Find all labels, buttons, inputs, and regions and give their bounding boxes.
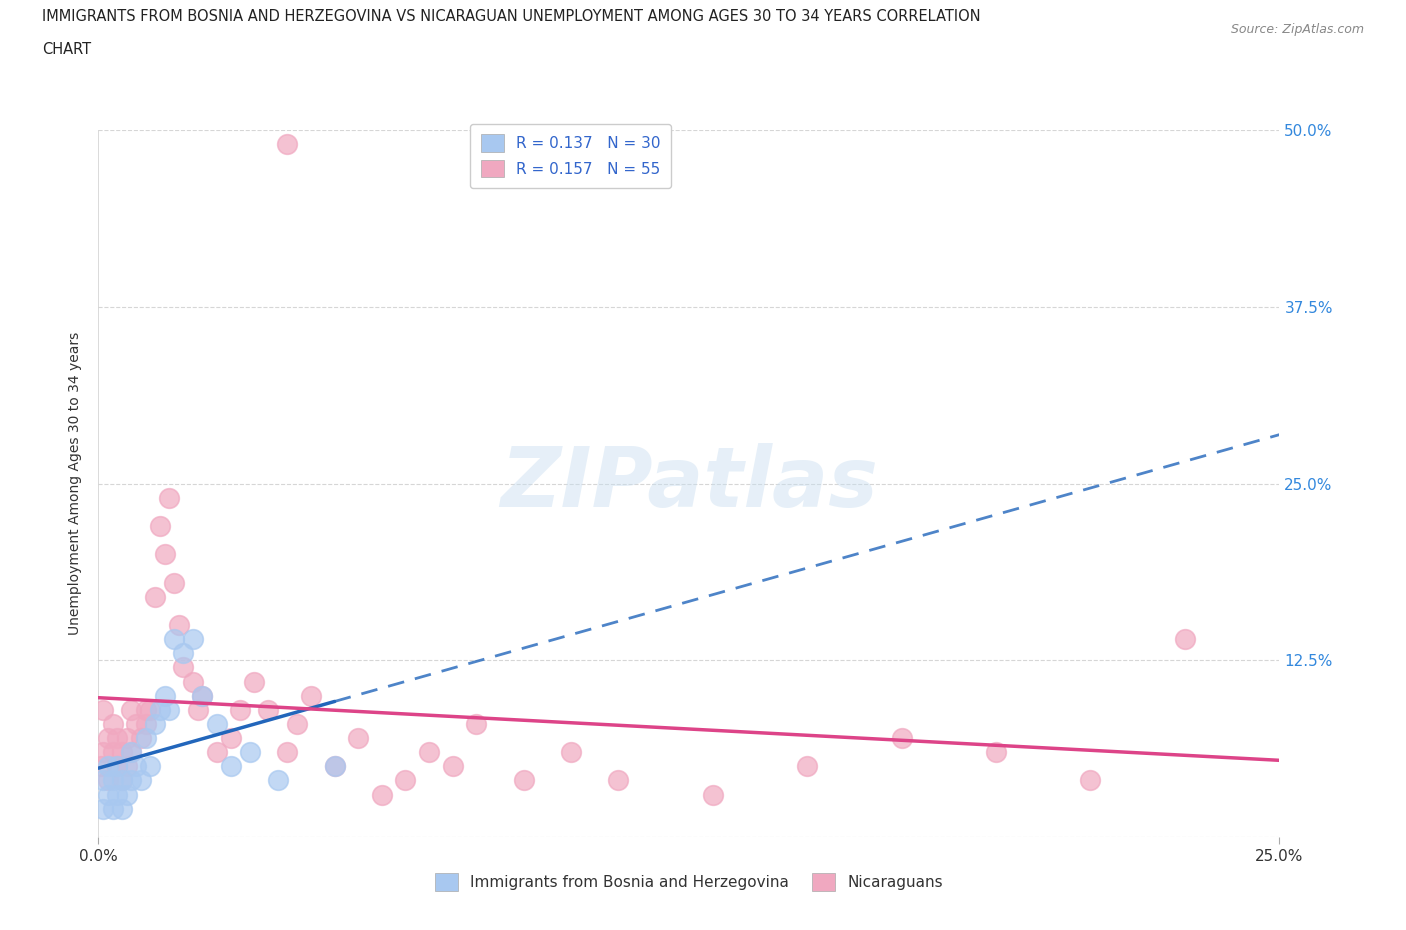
Point (143, 590, 166, 604)
Point (105, 731, 128, 746)
Text: Source: ZipAtlas.com: Source: ZipAtlas.com (1230, 23, 1364, 36)
Point (105, 759, 128, 774)
Point (97, 773, 120, 788)
Point (125, 716, 148, 731)
Point (191, 688, 214, 703)
Point (172, 660, 194, 675)
Point (181, 631, 204, 646)
Point (149, 519, 172, 534)
Point (219, 731, 242, 746)
Point (135, 716, 157, 731)
Point (890, 731, 912, 746)
Point (191, 688, 214, 703)
Point (101, 716, 124, 731)
Point (167, 618, 190, 632)
Point (394, 773, 416, 788)
Point (267, 773, 290, 788)
Y-axis label: Unemployment Among Ages 30 to 34 years: Unemployment Among Ages 30 to 34 years (69, 332, 83, 635)
Point (323, 759, 346, 774)
Point (139, 759, 162, 774)
Point (135, 731, 157, 746)
Point (111, 773, 134, 788)
Point (111, 745, 134, 760)
Point (153, 688, 176, 703)
Point (129, 731, 152, 746)
Point (91, 702, 114, 717)
Point (607, 773, 630, 788)
Point (465, 716, 488, 731)
Point (239, 745, 262, 760)
Point (163, 631, 186, 646)
Point (143, 716, 166, 731)
Point (229, 702, 252, 717)
Text: IMMIGRANTS FROM BOSNIA AND HERZEGOVINA VS NICARAGUAN UNEMPLOYMENT AMONG AGES 30 : IMMIGRANTS FROM BOSNIA AND HERZEGOVINA V… (42, 9, 981, 24)
Point (702, 787, 724, 802)
Point (187, 702, 209, 717)
Point (371, 787, 394, 802)
Point (560, 745, 582, 760)
Point (135, 702, 157, 717)
Point (512, 773, 534, 788)
Point (323, 759, 346, 774)
Point (121, 702, 143, 717)
Point (101, 802, 124, 817)
Point (219, 759, 242, 774)
Point (111, 773, 134, 788)
Point (129, 773, 152, 788)
Point (1080, 773, 1102, 788)
Point (90, 759, 112, 774)
Point (257, 702, 280, 717)
Point (149, 702, 172, 717)
Point (105, 759, 128, 774)
Point (205, 745, 228, 760)
Point (163, 575, 186, 590)
Point (91, 773, 114, 788)
Point (157, 490, 180, 505)
Point (115, 759, 138, 774)
Point (276, 137, 298, 152)
Point (181, 674, 204, 689)
Point (115, 731, 138, 746)
Point (97, 731, 120, 746)
Point (285, 716, 308, 731)
Point (97, 787, 120, 802)
Point (347, 731, 370, 746)
Point (121, 745, 143, 760)
Point (157, 702, 180, 717)
Point (796, 759, 818, 774)
Point (125, 759, 148, 774)
Point (276, 745, 298, 760)
Point (97, 759, 120, 774)
Point (111, 802, 134, 817)
Point (1174, 631, 1197, 646)
Point (153, 547, 176, 562)
Point (441, 759, 464, 774)
Point (91, 745, 114, 760)
Point (101, 745, 124, 760)
Point (115, 787, 138, 802)
Point (299, 688, 322, 703)
Point (205, 716, 228, 731)
Point (105, 787, 128, 802)
Point (139, 702, 162, 717)
Point (121, 773, 143, 788)
Point (418, 745, 440, 760)
Legend: Immigrants from Bosnia and Herzegovina, Nicaraguans: Immigrants from Bosnia and Herzegovina, … (426, 864, 952, 900)
Point (984, 745, 1007, 760)
Point (243, 674, 266, 689)
Point (172, 645, 194, 660)
Point (121, 745, 143, 760)
Point (91, 802, 114, 817)
Text: CHART: CHART (42, 42, 91, 57)
Text: ZIPatlas: ZIPatlas (501, 443, 877, 525)
Point (101, 773, 124, 788)
